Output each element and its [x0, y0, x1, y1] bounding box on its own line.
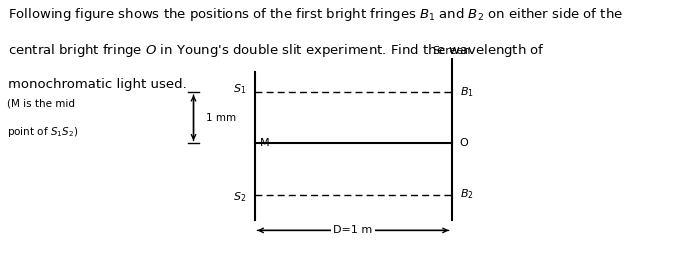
- Text: O: O: [460, 138, 469, 148]
- Text: Screen: Screen: [433, 46, 471, 56]
- Text: D=1 m: D=1 m: [333, 225, 373, 236]
- Text: $B_2$: $B_2$: [460, 188, 473, 201]
- Text: central bright fringe $\it{O}$ in Young's double slit experiment. Find the wavel: central bright fringe $\it{O}$ in Young'…: [8, 42, 545, 59]
- Text: 1 mm: 1 mm: [206, 113, 236, 123]
- Text: point of $S_1S_2$): point of $S_1S_2$): [7, 125, 78, 139]
- Text: $S_2$: $S_2$: [234, 190, 246, 204]
- Text: M: M: [260, 138, 270, 148]
- Text: Following figure shows the positions of the first bright fringes $B_1$ and $B_2$: Following figure shows the positions of …: [8, 6, 623, 23]
- Text: monochromatic light used.: monochromatic light used.: [8, 78, 187, 91]
- Text: (M is the mid: (M is the mid: [7, 99, 75, 109]
- Text: $S_1$: $S_1$: [233, 83, 246, 97]
- Text: $B_1$: $B_1$: [460, 85, 473, 99]
